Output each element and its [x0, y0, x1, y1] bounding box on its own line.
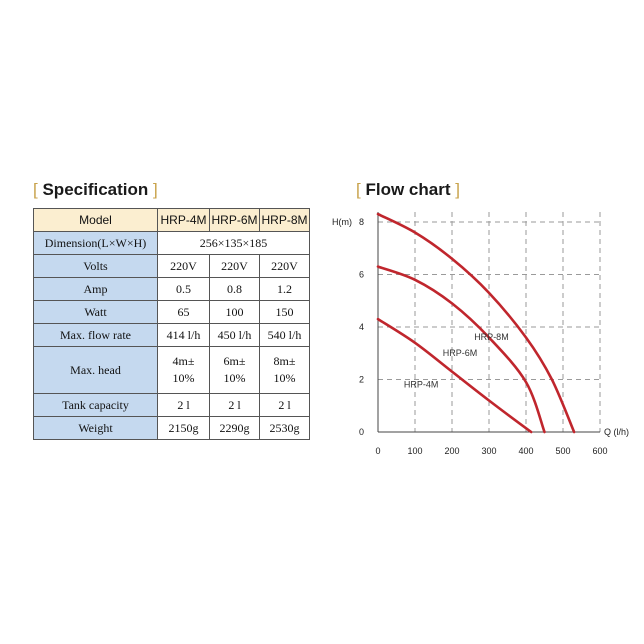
table-cell: 6m± 10%	[209, 346, 260, 394]
series-line-hrp-4m	[376, 317, 533, 434]
x-tick-label: 600	[592, 446, 607, 456]
table-cell: 150	[259, 300, 310, 324]
chart-grid	[378, 212, 601, 432]
model-hrp-6m: HRP-6M	[209, 208, 260, 232]
specification-table: Model HRP-4M HRP-6M HRP-8M Dimension(L×W…	[33, 208, 310, 440]
x-tick-label: 300	[481, 446, 496, 456]
table-row: Watt 65 100 150	[33, 300, 310, 324]
weight-label: Weight	[33, 416, 158, 440]
x-tick-label: 100	[407, 446, 422, 456]
table-cell: 540 l/h	[259, 323, 310, 347]
series-label-hrp-4m: HRP-4M	[404, 379, 439, 389]
y-tick-label: 8	[359, 217, 364, 227]
table-cell: 0.8	[209, 277, 260, 301]
y-tick-label: 2	[359, 375, 364, 385]
watt-label: Watt	[33, 300, 158, 324]
bracket-close: ]	[153, 180, 158, 199]
flow-chart-title-text: Flow chart	[365, 180, 451, 199]
table-cell: 2290g	[209, 416, 260, 440]
model-hrp-8m: HRP-8M	[259, 208, 310, 232]
table-cell: 100	[209, 300, 260, 324]
table-cell: 2530g	[259, 416, 310, 440]
bracket-close: ]	[455, 180, 460, 199]
table-cell: 1.2	[259, 277, 310, 301]
bracket-open: [	[356, 180, 361, 199]
table-cell: 8m± 10%	[259, 346, 310, 394]
chart-series	[376, 212, 576, 434]
table-cell: 0.5	[157, 277, 210, 301]
table-cell: 414 l/h	[157, 323, 210, 347]
table-cell: 4m± 10%	[157, 346, 210, 394]
chart-series-labels: HRP-4M HRP-6M HRP-8M	[404, 332, 509, 389]
table-row: Max. head 4m± 10% 6m± 10% 8m± 10%	[33, 346, 310, 394]
chart-ticks: 0 100 200 300 400 500 600 0 2 4 6 8	[359, 217, 608, 456]
max-flow-rate-label: Max. flow rate	[33, 323, 158, 347]
table-row: Weight 2150g 2290g 2530g	[33, 416, 310, 440]
dimension-value: 256×135×185	[157, 231, 310, 255]
table-cell: 220V	[209, 254, 260, 278]
max-head-tolerance: 10%	[223, 371, 246, 385]
max-head-tolerance: 10%	[273, 371, 296, 385]
table-row: Amp 0.5 0.8 1.2	[33, 277, 310, 301]
y-tick-label: 0	[359, 427, 364, 437]
specification-title-text: Specification	[42, 180, 149, 199]
dimension-label: Dimension(L×W×H)	[33, 231, 158, 255]
max-head-value: 4m±	[172, 354, 195, 368]
series-line-hrp-8m	[376, 212, 576, 434]
max-head-tolerance: 10%	[172, 371, 195, 385]
table-cell: 450 l/h	[209, 323, 260, 347]
table-header-row: Model HRP-4M HRP-6M HRP-8M	[33, 208, 310, 232]
table-cell: 2 l	[259, 393, 310, 417]
amp-label: Amp	[33, 277, 158, 301]
max-head-value: 6m±	[223, 354, 246, 368]
y-tick-label: 6	[359, 270, 364, 280]
table-row: Dimension(L×W×H) 256×135×185	[33, 231, 310, 255]
chart-axes	[377, 212, 600, 433]
x-tick-label: 400	[518, 446, 533, 456]
table-row: Tank capacity 2 l 2 l 2 l	[33, 393, 310, 417]
table-row: Volts 220V 220V 220V	[33, 254, 310, 278]
table-cell: 65	[157, 300, 210, 324]
table-cell: 2 l	[209, 393, 260, 417]
max-head-label: Max. head	[33, 346, 158, 394]
specification-title: [ Specification ]	[33, 180, 158, 200]
table-cell: 2 l	[157, 393, 210, 417]
series-line-hrp-6m	[376, 265, 546, 434]
volts-label: Volts	[33, 254, 158, 278]
model-label: Model	[33, 208, 158, 232]
y-tick-label: 4	[359, 322, 364, 332]
table-cell: 220V	[259, 254, 310, 278]
table-cell: 2150g	[157, 416, 210, 440]
x-tick-label: 500	[555, 446, 570, 456]
x-tick-label: 200	[444, 446, 459, 456]
model-hrp-4m: HRP-4M	[157, 208, 210, 232]
x-axis-label: Q (l/h)	[604, 427, 629, 437]
bracket-open: [	[33, 180, 38, 199]
flow-chart-title: [ Flow chart ]	[356, 180, 460, 200]
tank-capacity-label: Tank capacity	[33, 393, 158, 417]
series-label-hrp-6m: HRP-6M	[443, 348, 478, 358]
table-cell: 220V	[157, 254, 210, 278]
x-tick-label: 0	[375, 446, 380, 456]
table-row: Max. flow rate 414 l/h 450 l/h 540 l/h	[33, 323, 310, 347]
max-head-value: 8m±	[273, 354, 296, 368]
y-axis-label: H(m)	[332, 217, 352, 227]
series-label-hrp-8m: HRP-8M	[474, 332, 509, 342]
